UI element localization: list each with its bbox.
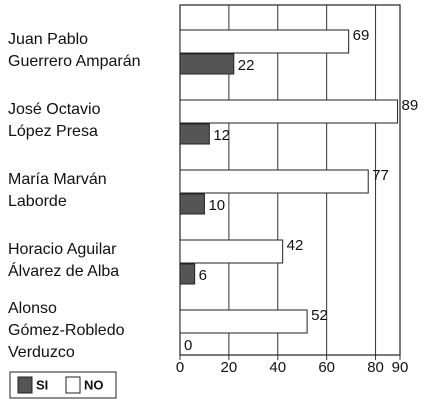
value-label: 77 [372, 167, 389, 184]
value-label: 52 [311, 307, 328, 324]
bar [179, 239, 284, 264]
bar [179, 169, 369, 194]
category-label: Horacio Aguilar Álvarez de Alba [8, 241, 120, 280]
bar [179, 99, 399, 124]
category-label: María Marván Laborde [8, 171, 107, 210]
value-label: 89 [402, 97, 419, 114]
legend-swatch [17, 376, 33, 394]
bar [179, 123, 210, 145]
x-tick-label: 40 [269, 359, 286, 376]
value-label: 0 [184, 337, 192, 354]
category-label: Juan Pablo Guerrero Amparán [8, 31, 141, 70]
bar [179, 29, 350, 54]
category-label: José Octavio López Presa [8, 101, 101, 140]
legend-swatch [65, 376, 81, 394]
bar [179, 309, 308, 334]
legend-label: NO [84, 377, 104, 392]
value-label: 12 [213, 127, 230, 144]
value-label: 10 [208, 197, 225, 214]
x-tick-label: 60 [318, 359, 335, 376]
legend-label: SI [36, 377, 48, 392]
value-label: 69 [353, 27, 370, 44]
value-label: 6 [199, 267, 207, 284]
bar [179, 53, 235, 75]
value-label: 42 [287, 237, 304, 254]
x-tick-label: 20 [221, 359, 238, 376]
x-tick-label: 0 [176, 359, 184, 376]
bar [179, 193, 205, 215]
x-tick-label: 80 [367, 359, 384, 376]
x-tick-label: 90 [392, 359, 409, 376]
bar [179, 263, 196, 285]
value-label: 22 [238, 57, 255, 74]
category-label: Alonso Gómez-Robledo Verduzco [8, 300, 125, 361]
